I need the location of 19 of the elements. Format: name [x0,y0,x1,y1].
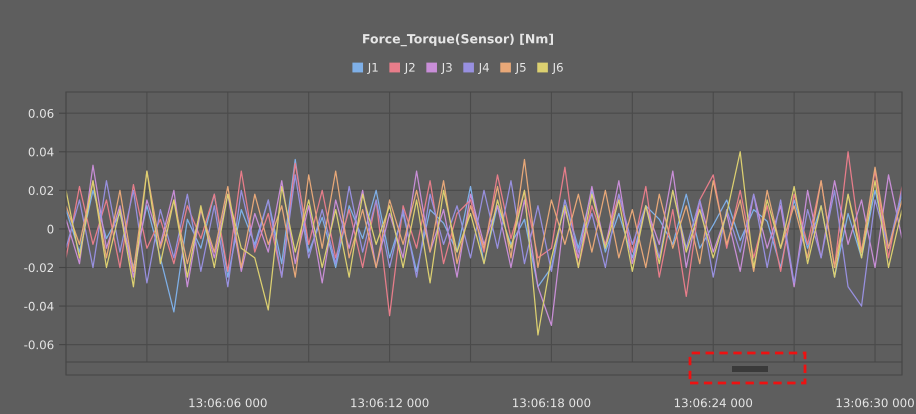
x-tick-label: 13:06:18 000 [513,398,590,408]
y-tick-label: -0.06 [24,340,54,350]
x-tick-label: 13:06:24 000 [674,398,752,408]
y-tick-label: -0.04 [24,302,54,311]
y-tick-label: 0.06 [28,108,54,118]
legend-label: J1 [367,62,378,74]
y-tick-label: 0.02 [28,186,54,196]
y-tick-label: -0.02 [24,263,54,272]
legend-label: J5 [515,62,526,74]
y-tick-label: 0.04 [28,148,54,156]
x-tick-label: 13:06:30 000 [836,398,914,408]
y-tick-label: 0 [47,224,54,234]
legend-label: J2 [404,62,415,74]
x-tick-label: 13:06:06 000 [189,398,267,408]
x-tick-label: 13:06:12 000 [351,398,428,408]
legend-label: J3 [441,62,452,74]
chart-title: Force_Torque(Sensor) [Nm] [363,34,553,46]
legend-label: J4 [478,62,489,74]
legend-label: J6 [552,62,563,74]
